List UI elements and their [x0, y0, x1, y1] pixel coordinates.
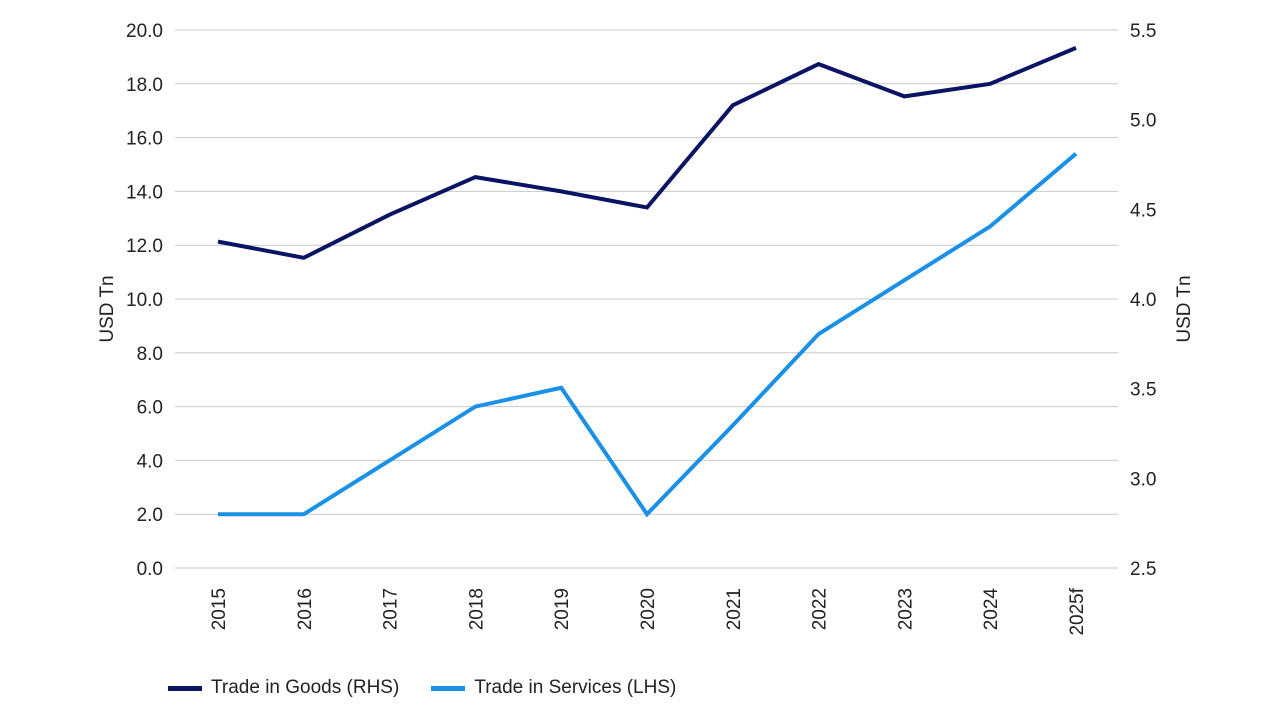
- x-tick-label: 2015: [209, 588, 230, 630]
- left-tick-label: 10.0: [126, 290, 163, 311]
- legend-swatch-services: [431, 685, 466, 691]
- series-line-goods: [217, 46, 1077, 260]
- right-tick-label: 5.5: [1130, 21, 1156, 42]
- left-tick-label: 12.0: [126, 236, 163, 257]
- legend-label-services: Trade in Services (LHS): [474, 677, 677, 698]
- left-tick-label: 18.0: [126, 75, 163, 96]
- left-axis-ticks: 0.0 2.0 4.0 6.0 8.0 10.0 12.0 14.0 16.0 18.0 20.0: [126, 21, 163, 580]
- x-axis-ticks: 2015 2016 2017 2018 2019 2020 2021 2022 2023 2024…: [209, 587, 1088, 635]
- left-tick-label: 16.0: [126, 129, 163, 150]
- right-tick-label: 4.5: [1130, 200, 1156, 221]
- right-tick-label: 3.0: [1130, 469, 1156, 490]
- x-tick-label: 2023: [895, 588, 916, 630]
- right-tick-label: 3.5: [1130, 380, 1156, 401]
- x-tick-label: 2021: [724, 588, 745, 630]
- x-tick-label: 2016: [295, 588, 316, 630]
- right-axis-ticks: 2.5 3.0 3.5 4.0 4.5 5.0 5.5: [1130, 21, 1156, 580]
- left-tick-label: 4.0: [137, 451, 163, 472]
- left-tick-label: 0.0: [137, 559, 163, 580]
- x-tick-label: 2024: [981, 588, 1002, 631]
- x-tick-label: 2022: [810, 588, 831, 630]
- x-tick-label: 2017: [381, 588, 402, 630]
- x-tick-label: 2018: [466, 588, 487, 630]
- legend-label-goods: Trade in Goods (RHS): [211, 677, 400, 698]
- gridlines: [175, 29, 1118, 569]
- x-tick-label: 2019: [552, 588, 573, 630]
- legend-swatch-goods: [168, 685, 202, 691]
- legend: Trade in Goods (RHS) Trade in Services (…: [168, 677, 676, 699]
- left-tick-label: 14.0: [126, 182, 163, 203]
- x-tick-label: 2025f: [1067, 587, 1088, 635]
- legend-item-goods: Trade in Goods (RHS): [168, 677, 399, 699]
- left-tick-label: 2.0: [137, 505, 163, 526]
- right-axis-title: USD Tn: [1174, 275, 1195, 342]
- right-tick-label: 5.0: [1130, 111, 1156, 132]
- right-tick-label: 2.5: [1130, 559, 1156, 580]
- left-tick-label: 6.0: [137, 398, 163, 419]
- right-tick-label: 4.0: [1130, 290, 1156, 311]
- left-tick-label: 20.0: [126, 21, 163, 42]
- series-lines: [217, 46, 1078, 518]
- left-axis-title: USD Tn: [97, 275, 118, 342]
- x-tick-label: 2020: [638, 588, 659, 630]
- left-tick-label: 8.0: [137, 344, 163, 365]
- legend-item-services: Trade in Services (LHS): [431, 677, 676, 699]
